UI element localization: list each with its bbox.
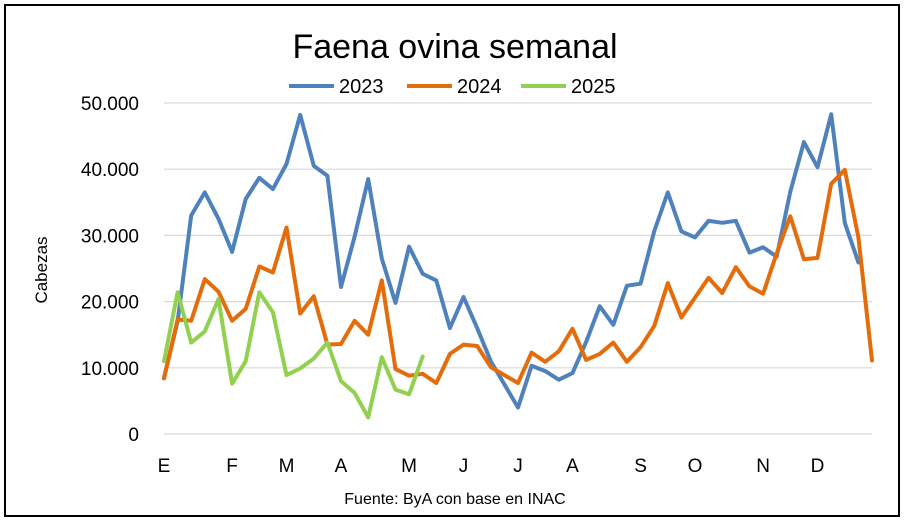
y-tick-label: 0 xyxy=(128,425,139,446)
y-tick-label: 20.000 xyxy=(81,293,139,314)
series-line-2025 xyxy=(162,290,425,420)
x-tick-label: O xyxy=(688,456,703,477)
y-tick-label: 50.000 xyxy=(81,94,139,115)
x-tick-label: E xyxy=(158,456,171,477)
source-note: Fuente: ByA con base en INAC xyxy=(344,491,565,508)
legend-label-2025: 2025 xyxy=(571,76,616,98)
legend-label-2023: 2023 xyxy=(339,76,384,98)
y-tick-label: 40.000 xyxy=(81,160,139,181)
chart-frame: Faena ovina semanal 2023 2024 2025 0 10.000… xyxy=(4,4,900,517)
y-tick-label: 30.000 xyxy=(81,226,139,247)
series-lines xyxy=(162,112,874,420)
x-tick-label: J xyxy=(459,456,469,477)
x-tick-label: A xyxy=(335,456,348,477)
legend: 2023 2024 2025 xyxy=(289,76,616,98)
y-axis-label: Cabezas xyxy=(32,236,51,303)
x-tick-label: S xyxy=(634,456,647,477)
x-tick-label: F xyxy=(226,456,238,477)
y-tick-label: 10.000 xyxy=(81,359,139,380)
y-axis-ticks: 0 10.000 20.000 30.000 40.000 50.000 xyxy=(81,94,139,446)
x-tick-label: M xyxy=(279,456,295,477)
series-line-2023 xyxy=(162,112,861,410)
legend-label-2024: 2024 xyxy=(457,76,502,98)
x-tick-label: J xyxy=(513,456,523,477)
x-tick-label: A xyxy=(566,456,579,477)
x-tick-label: D xyxy=(811,456,825,477)
x-tick-label: M xyxy=(401,456,417,477)
series-line-2024 xyxy=(162,167,874,385)
line-chart: Faena ovina semanal 2023 2024 2025 0 10.000… xyxy=(32,28,874,508)
gridlines xyxy=(164,102,872,435)
chart-title: Faena ovina semanal xyxy=(292,28,617,66)
x-tick-label: N xyxy=(756,456,770,477)
